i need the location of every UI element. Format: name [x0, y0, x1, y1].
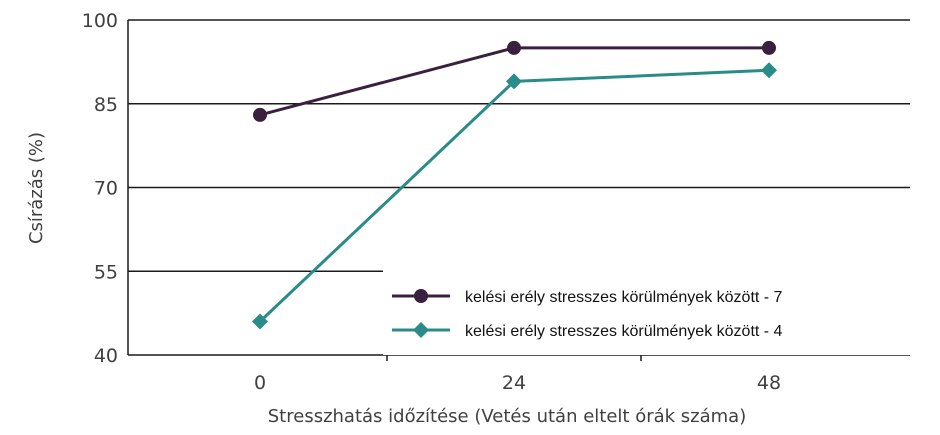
series-2: [252, 62, 777, 330]
legend-entry-series-1: kelési erély stresszes körülmények közöt…: [392, 289, 783, 306]
grid-lines: [128, 19, 910, 272]
legend-marker-series-1: [414, 289, 428, 303]
series-2-point-24: [506, 73, 522, 90]
y-tick-85: 85: [94, 94, 118, 116]
legend-label-series-2: kelési erély stresszes körülmények közöt…: [465, 323, 783, 340]
x-tick-48: 48: [757, 372, 781, 394]
legend-label-series-1: kelési erély stresszes körülmények közöt…: [465, 289, 783, 306]
y-tick-70: 70: [94, 178, 118, 200]
x-axis-title: Stresszhatás időzítése (Vetés után eltel…: [268, 406, 746, 427]
legend: kelési erély stresszes körülmények közöt…: [383, 270, 913, 355]
y-axis-title: Csírázás (%): [26, 132, 47, 244]
x-tick-labels: 0 24 48: [254, 372, 781, 394]
data-series: [252, 40, 777, 330]
x-tick-24: 24: [502, 372, 526, 394]
y-tick-40: 40: [94, 345, 118, 367]
series-1-point-0: [253, 107, 267, 122]
y-tick-55: 55: [94, 261, 118, 283]
series-1-point-24: [507, 40, 521, 55]
series-2-point-0: [252, 313, 268, 330]
y-tick-100: 100: [82, 10, 118, 32]
legend-entry-series-2: kelési erély stresszes körülmények közöt…: [392, 322, 783, 340]
series-1: [253, 40, 776, 122]
legend-background: [383, 270, 913, 355]
y-tick-labels: 40 55 70 85 100: [82, 10, 118, 367]
legend-marker-series-2: [413, 322, 429, 338]
x-tick-0: 0: [254, 372, 266, 394]
series-1-point-48: [762, 40, 776, 55]
series-2-point-48: [761, 62, 777, 79]
